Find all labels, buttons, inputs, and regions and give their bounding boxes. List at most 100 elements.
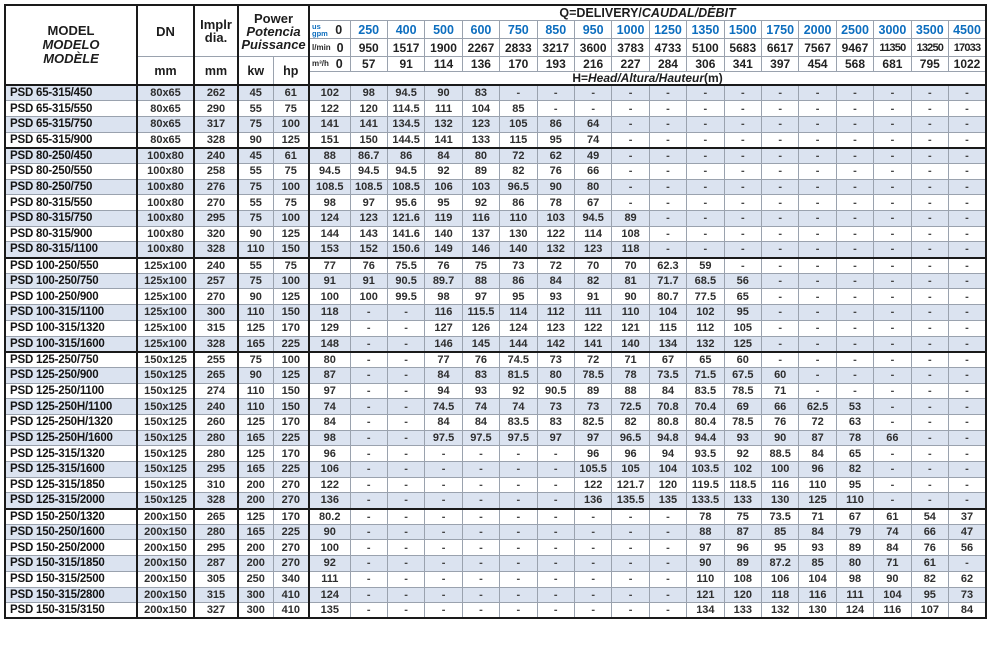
model-cell: PSD 150-250/1600: [4, 523, 138, 541]
lmin-value-cell: 1517: [386, 38, 426, 57]
head-value-cell: -: [835, 178, 875, 196]
head-value-cell: -: [873, 382, 912, 400]
head-value-cell: -: [798, 241, 837, 259]
model-cell: PSD 125-315/1600: [4, 461, 138, 478]
head-value-cell: -: [461, 539, 501, 557]
impeller-dia-cell: 287: [193, 555, 239, 572]
head-value-cell: 80: [461, 146, 501, 164]
head-value-cell: 96: [798, 461, 837, 478]
impeller-dia-cell: 240: [193, 256, 239, 274]
head-value-cell: -: [948, 288, 987, 306]
head-value-cell: -: [349, 539, 388, 557]
head-value-cell: 84: [424, 146, 463, 164]
head-value-cell: 93: [461, 382, 501, 400]
kw-cell: 55: [237, 256, 274, 274]
head-value-cell: -: [948, 492, 987, 510]
head-value-cell: 102: [723, 461, 762, 478]
head-value-cell: 110: [686, 570, 725, 588]
head-value-cell: -: [798, 162, 837, 180]
head-value-cell: 104: [461, 100, 501, 117]
head-value-cell: -: [948, 272, 987, 290]
head-value-cell: 99.5: [386, 288, 426, 306]
head-value-cell: -: [910, 461, 950, 478]
head-value-cell: 106: [308, 461, 351, 478]
head-value-cell: 115: [499, 131, 538, 149]
lmin-unit-cell: l/min 0: [310, 41, 350, 55]
head-value-cell: -: [461, 602, 501, 619]
head-value-cell: -: [611, 115, 650, 133]
head-value-cell: -: [910, 492, 950, 510]
head-value-cell: -: [386, 492, 426, 510]
dn-cell: 200x150: [136, 555, 195, 572]
head-value-cell: -: [760, 288, 800, 306]
head-value-cell: 77: [308, 256, 351, 274]
head-value-cell: 56: [723, 272, 762, 290]
head-value-cell: 122: [308, 100, 351, 117]
head-value-cell: 97: [349, 194, 388, 211]
kw-cell: 45: [237, 146, 274, 164]
head-value-cell: 90: [611, 288, 650, 306]
head-value-cell: -: [798, 146, 837, 164]
hp-cell: 150: [272, 398, 311, 415]
head-value-cell: -: [349, 492, 388, 510]
head-value-cell: -: [835, 350, 875, 368]
head-value-cell: 133.5: [686, 492, 725, 510]
head-value-cell: 141: [573, 335, 613, 353]
head-value-cell: 92: [461, 194, 501, 211]
head-value-cell: 65: [835, 445, 875, 462]
hp-cell: 61: [272, 84, 311, 102]
puissance-label: Puissance: [241, 36, 306, 52]
head-value-cell: -: [648, 178, 688, 196]
kw-cell: 125: [237, 507, 274, 525]
head-value-cell: -: [424, 602, 463, 619]
head-value-cell: 110: [835, 492, 875, 510]
head-value-cell: 116: [424, 304, 463, 321]
head-value-cell: -: [349, 304, 388, 321]
table-row: PSD 125-250/750 150x125 255 75 100 80- -77 76 74…: [4, 350, 987, 368]
head-value-cell: -: [499, 602, 538, 619]
table-row: PSD 100-250/900 125x100 270 90 125 100 100 99.5…: [4, 288, 987, 306]
head-value-cell: 70: [611, 256, 650, 274]
head-value-cell: -: [760, 100, 800, 117]
head-value-cell: 60: [723, 350, 762, 368]
head-value-cell: 80: [536, 366, 575, 384]
head-value-cell: 61: [910, 555, 950, 572]
head-value-cell: -: [910, 84, 950, 102]
head-value-cell: 78.5: [723, 413, 762, 431]
lmin-value-cell: 9467: [835, 38, 875, 57]
hp-cell: 225: [272, 429, 311, 447]
hp-cell: 225: [272, 523, 311, 541]
head-value-cell: 118.5: [723, 476, 762, 494]
head-value-cell: 80.2: [308, 507, 351, 525]
head-value-cell: -: [798, 84, 837, 102]
head-value-cell: 67.5: [723, 366, 762, 384]
head-value-cell: 85: [499, 100, 538, 117]
head-value-cell: -: [760, 84, 800, 102]
head-value-cell: 90.5: [536, 382, 575, 400]
head-value-cell: -: [499, 539, 538, 557]
impeller-dia-cell: 320: [193, 225, 239, 243]
gpm-value-cell: 1750: [760, 20, 800, 39]
head-value-cell: -: [873, 304, 912, 321]
m3h-unit-cell: m³/h 0: [310, 57, 350, 71]
m3h-value-cell: 170: [499, 56, 538, 72]
model-cell: PSD 80-250/550: [4, 162, 138, 180]
kw-cell: 75: [237, 272, 274, 290]
gpm-value-cell: 1500: [723, 20, 762, 39]
impeller-dia-cell: 328: [193, 131, 239, 149]
head-value-cell: -: [835, 115, 875, 133]
head-value-cell: 96: [611, 445, 650, 462]
head-value-cell: 137: [461, 225, 501, 243]
head-value-cell: 82: [573, 272, 613, 290]
head-value-cell: -: [573, 523, 613, 541]
head-value-cell: 124: [308, 586, 351, 604]
head-value-cell: 84: [424, 366, 463, 384]
head-value-cell: -: [686, 146, 725, 164]
head-value-cell: 126: [461, 319, 501, 337]
head-value-cell: -: [910, 194, 950, 211]
head-value-cell: -: [349, 570, 388, 588]
table-row: PSD 150-315/2500 200x150 305 250 340 111- - - - -…: [4, 570, 987, 588]
gpm-unit-cell: us gpm 0: [310, 22, 350, 37]
head-value-cell: 89: [835, 539, 875, 557]
head-value-cell: 97: [308, 382, 351, 400]
